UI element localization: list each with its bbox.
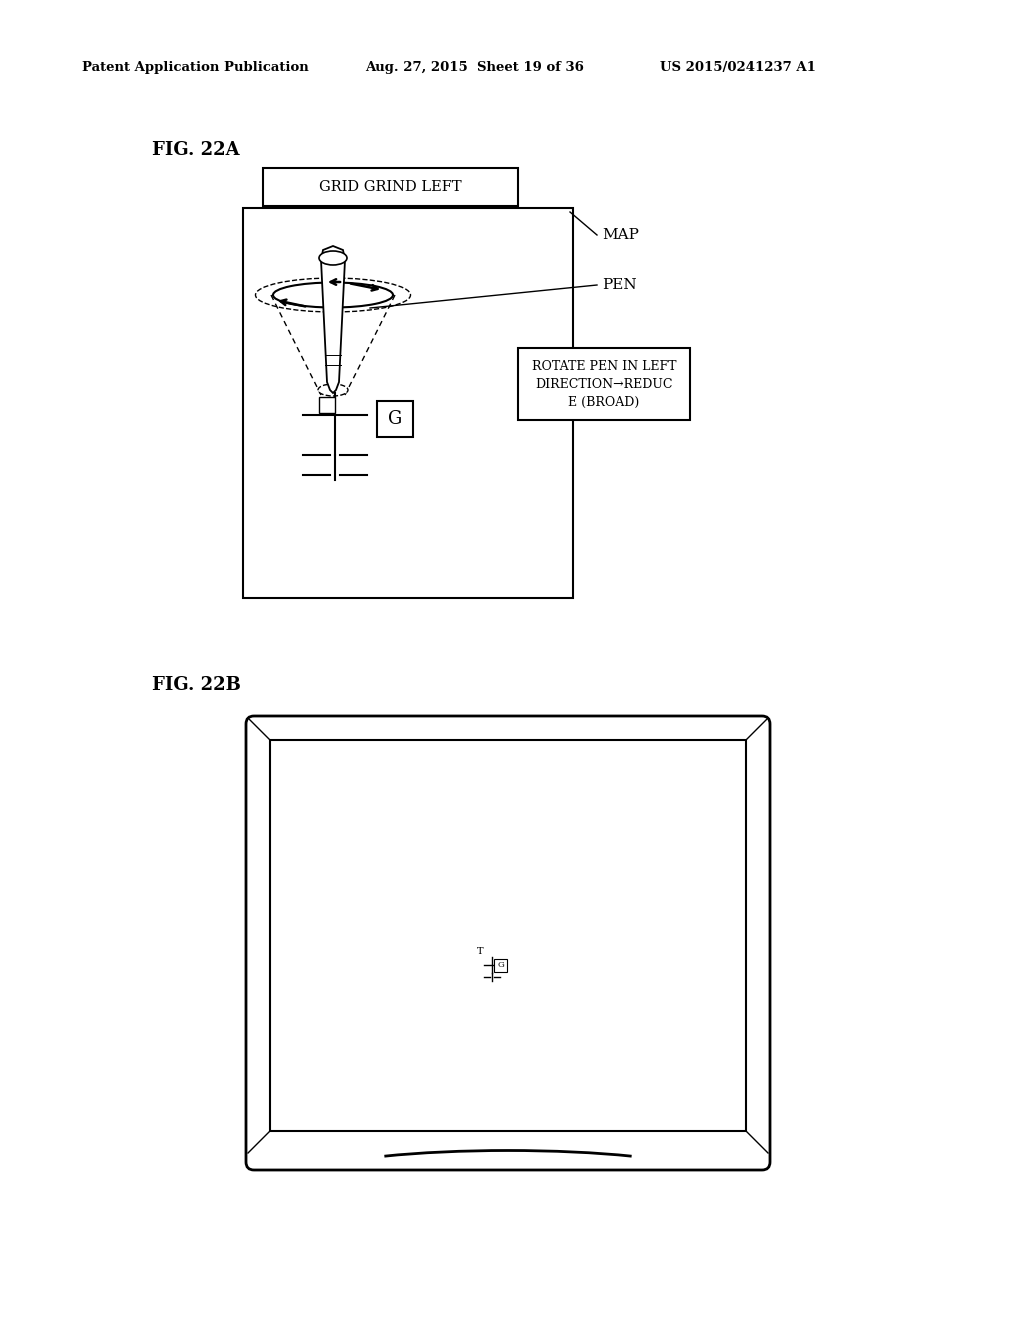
FancyBboxPatch shape bbox=[270, 741, 746, 1131]
Text: MAP: MAP bbox=[602, 228, 639, 242]
FancyBboxPatch shape bbox=[263, 168, 518, 206]
Text: ROTATE PEN IN LEFT
DIRECTION→REDUC
E (BROAD): ROTATE PEN IN LEFT DIRECTION→REDUC E (BR… bbox=[531, 359, 676, 408]
Text: GRID GRIND LEFT: GRID GRIND LEFT bbox=[319, 180, 462, 194]
Text: G: G bbox=[388, 411, 402, 428]
FancyBboxPatch shape bbox=[495, 958, 508, 972]
Ellipse shape bbox=[273, 282, 393, 308]
FancyBboxPatch shape bbox=[243, 209, 573, 598]
FancyBboxPatch shape bbox=[518, 348, 690, 420]
Text: FIG. 22A: FIG. 22A bbox=[152, 141, 240, 158]
Text: G: G bbox=[498, 961, 504, 969]
Text: T: T bbox=[477, 948, 483, 956]
FancyBboxPatch shape bbox=[246, 715, 770, 1170]
Ellipse shape bbox=[318, 384, 348, 396]
Ellipse shape bbox=[319, 251, 347, 265]
FancyBboxPatch shape bbox=[319, 397, 335, 413]
FancyBboxPatch shape bbox=[377, 401, 413, 437]
Text: Aug. 27, 2015  Sheet 19 of 36: Aug. 27, 2015 Sheet 19 of 36 bbox=[365, 62, 584, 74]
Text: FIG. 22B: FIG. 22B bbox=[152, 676, 241, 694]
Text: US 2015/0241237 A1: US 2015/0241237 A1 bbox=[660, 62, 816, 74]
Text: Patent Application Publication: Patent Application Publication bbox=[82, 62, 309, 74]
Text: PEN: PEN bbox=[602, 279, 637, 292]
Polygon shape bbox=[321, 246, 345, 393]
